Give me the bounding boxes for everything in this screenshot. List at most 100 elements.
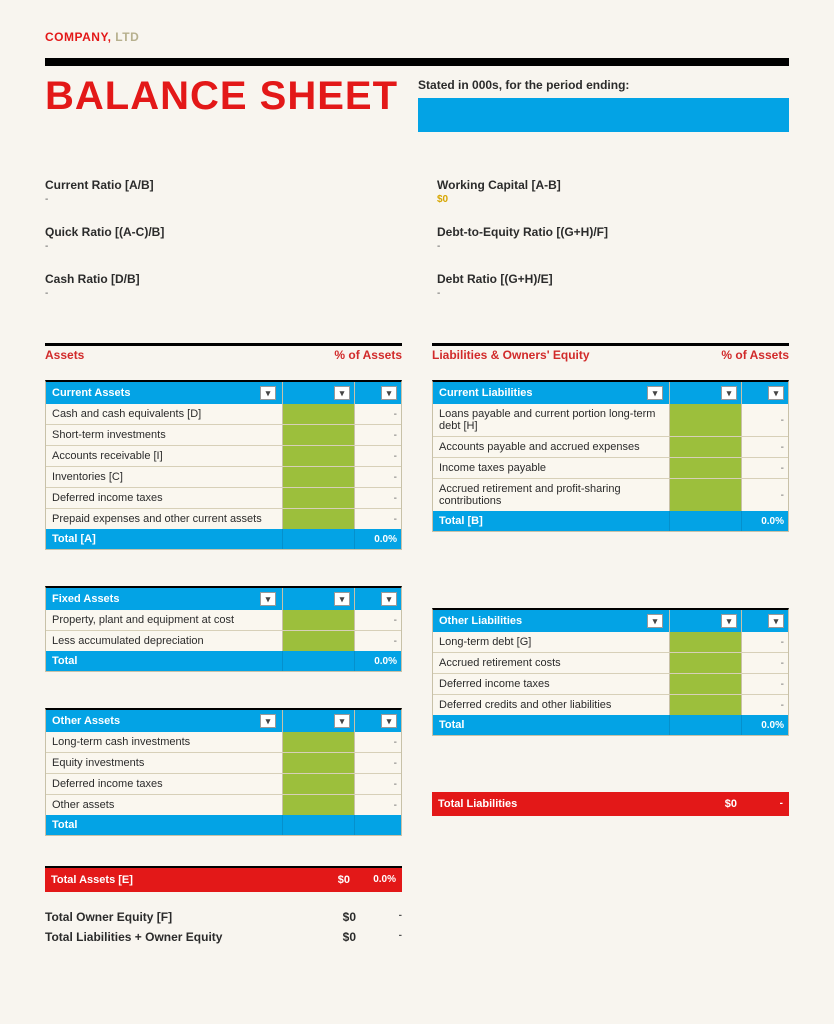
liab-plus-equity-row: Total Liabilities + Owner Equity $0 - — [45, 930, 402, 944]
ratio-value: - — [437, 288, 789, 299]
value-cell[interactable] — [283, 795, 355, 815]
owner-equity-pct: - — [356, 910, 402, 924]
table-row: Deferred income taxes — [46, 488, 283, 508]
chevron-down-icon[interactable] — [334, 386, 350, 400]
total-assets-value: $0 — [288, 874, 350, 886]
period-label: Stated in 000s, for the period ending: — [418, 78, 789, 92]
table-row: Loans payable and current portion long-t… — [433, 404, 670, 436]
table-header: Current Liabilities — [439, 387, 533, 399]
total-pct: 0.0% — [355, 651, 401, 671]
total-label: Total — [46, 815, 283, 835]
value-cell[interactable] — [283, 631, 355, 651]
table-row: Long-term cash investments — [46, 732, 283, 752]
pct-cell: - — [355, 774, 401, 794]
total-pct: 0.0% — [742, 715, 788, 735]
table-header: Other Liabilities — [439, 615, 522, 627]
ratio-label: Quick Ratio [(A-C)/B] — [45, 225, 397, 239]
table-row: Property, plant and equipment at cost — [46, 610, 283, 630]
pct-cell: - — [355, 610, 401, 630]
total-value — [670, 715, 742, 735]
chevron-down-icon[interactable] — [260, 592, 276, 606]
table-row: Accounts payable and accrued expenses — [433, 437, 670, 457]
chevron-down-icon[interactable] — [381, 386, 397, 400]
section-rule — [432, 343, 789, 346]
total-assets-pct: 0.0% — [350, 874, 396, 886]
ratios-right: Working Capital [A-B]$0 Debt-to-Equity R… — [437, 178, 789, 319]
table-row: Less accumulated depreciation — [46, 631, 283, 651]
pct-heading: % of Assets — [721, 348, 789, 362]
table-row: Prepaid expenses and other current asset… — [46, 509, 283, 529]
value-cell[interactable] — [670, 674, 742, 694]
ratio-value: - — [437, 241, 789, 252]
total-liabilities-bar: Total Liabilities $0 - — [432, 792, 789, 816]
value-cell[interactable] — [670, 695, 742, 715]
ratio-label: Working Capital [A-B] — [437, 178, 789, 192]
ratio-label: Current Ratio [A/B] — [45, 178, 397, 192]
total-label: Total — [433, 715, 670, 735]
table-row: Inventories [C] — [46, 467, 283, 487]
value-cell[interactable] — [283, 753, 355, 773]
chevron-down-icon[interactable] — [260, 386, 276, 400]
value-cell[interactable] — [283, 732, 355, 752]
table-row: Accounts receivable [I] — [46, 446, 283, 466]
value-cell[interactable] — [283, 425, 355, 445]
value-cell[interactable] — [283, 610, 355, 630]
pct-cell: - — [355, 404, 401, 424]
value-cell[interactable] — [283, 774, 355, 794]
table-row: Deferred income taxes — [433, 674, 670, 694]
pct-heading: % of Assets — [334, 348, 402, 362]
table-row: Short-term investments — [46, 425, 283, 445]
value-cell[interactable] — [670, 404, 742, 436]
value-cell[interactable] — [670, 437, 742, 457]
pct-cell: - — [742, 695, 788, 715]
value-cell[interactable] — [283, 467, 355, 487]
liab-plus-equity-pct: - — [356, 930, 402, 944]
table-header: Current Assets — [52, 387, 130, 399]
value-cell[interactable] — [283, 446, 355, 466]
pct-cell: - — [742, 404, 788, 436]
liab-plus-equity-label: Total Liabilities + Owner Equity — [45, 930, 294, 944]
ratio-label: Debt Ratio [(G+H)/E] — [437, 272, 789, 286]
pct-cell: - — [742, 479, 788, 511]
ratio-value: - — [45, 241, 397, 252]
ratios-left: Current Ratio [A/B] - Quick Ratio [(A-C)/… — [45, 178, 397, 319]
chevron-down-icon[interactable] — [721, 386, 737, 400]
pct-cell: - — [355, 467, 401, 487]
other-liabilities-table: Other Liabilities Long-term debt [G]- Ac… — [432, 608, 789, 736]
period-input[interactable] — [418, 98, 789, 132]
total-label: Total [A] — [46, 529, 283, 549]
total-liabilities-label: Total Liabilities — [438, 798, 675, 810]
chevron-down-icon[interactable] — [260, 714, 276, 728]
value-cell[interactable] — [670, 458, 742, 478]
chevron-down-icon[interactable] — [768, 386, 784, 400]
table-row: Accrued retirement costs — [433, 653, 670, 673]
chevron-down-icon[interactable] — [381, 714, 397, 728]
value-cell[interactable] — [283, 488, 355, 508]
chevron-down-icon[interactable] — [768, 614, 784, 628]
ratio-label: Debt-to-Equity Ratio [(G+H)/F] — [437, 225, 789, 239]
chevron-down-icon[interactable] — [381, 592, 397, 606]
pct-cell: - — [355, 753, 401, 773]
page-title: BALANCE SHEET — [45, 74, 398, 119]
ratio-value: - — [45, 194, 397, 205]
chevron-down-icon[interactable] — [334, 592, 350, 606]
table-row: Deferred income taxes — [46, 774, 283, 794]
chevron-down-icon[interactable] — [647, 386, 663, 400]
table-row: Equity investments — [46, 753, 283, 773]
total-label: Total [B] — [433, 511, 670, 531]
chevron-down-icon[interactable] — [721, 614, 737, 628]
value-cell[interactable] — [283, 404, 355, 424]
liab-plus-equity-value: $0 — [294, 930, 356, 944]
value-cell[interactable] — [283, 509, 355, 529]
value-cell[interactable] — [670, 632, 742, 652]
table-row: Accrued retirement and profit-sharing co… — [433, 479, 670, 511]
chevron-down-icon[interactable] — [334, 714, 350, 728]
value-cell[interactable] — [670, 653, 742, 673]
table-row: Other assets — [46, 795, 283, 815]
pct-cell: - — [355, 446, 401, 466]
value-cell[interactable] — [670, 479, 742, 511]
total-value — [283, 651, 355, 671]
total-pct: 0.0% — [742, 511, 788, 531]
chevron-down-icon[interactable] — [647, 614, 663, 628]
total-assets-label: Total Assets [E] — [51, 874, 288, 886]
